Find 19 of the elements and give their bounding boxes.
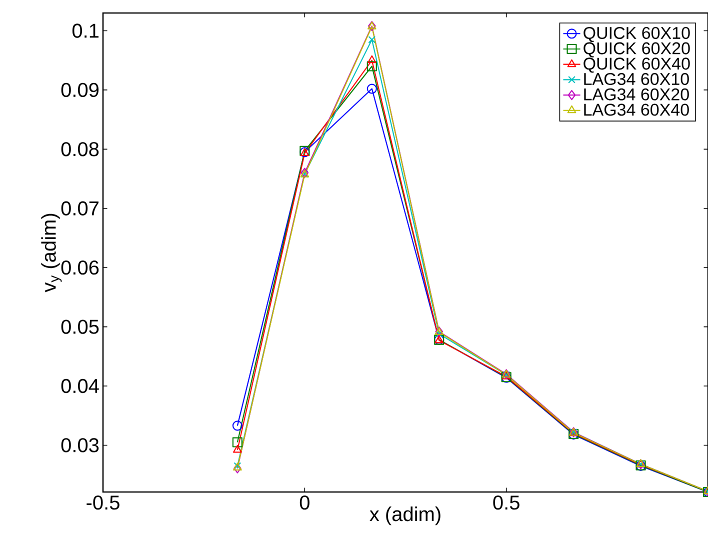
y-tick-label: 0.05 [61,320,99,334]
y-tick-label: 0.06 [61,260,99,275]
x-tick-label: -0.5 [86,496,120,510]
y-tick-label: 0.08 [61,142,99,156]
x-tick-label: 0 [300,496,310,510]
y-axis-title: v$_{y}$ (adim) [41,214,62,292]
legend-label: LAG34 60X40 [584,104,689,116]
y-tick-label: 0.03 [61,438,99,452]
legend-label: LAG34 60X10 [584,73,689,86]
legend-label: QUICK 60X10 [584,26,690,42]
y-tick-label: 0.04 [61,378,99,394]
legend-label: QUICK 60X40 [584,58,690,73]
x-axis-title: x (adim) [370,506,440,526]
x-tick-label: 0.5 [493,496,520,510]
legend-label: LAG34 60X20 [584,88,689,100]
legend-label: QUICK 60X20 [584,42,690,58]
y-tick-label: 0.07 [61,201,98,216]
y-tick-label: 0.1 [72,24,98,38]
y-tick-label: 0.09 [61,82,99,98]
